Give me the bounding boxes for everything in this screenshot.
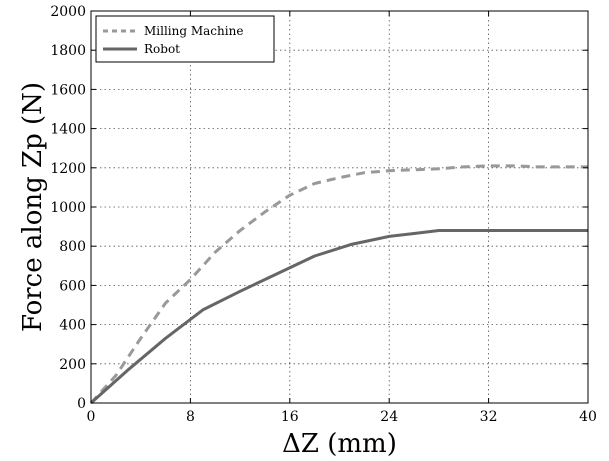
x-tick-label: 24 (380, 409, 398, 425)
legend-label-milling-machine: Milling Machine (144, 24, 243, 38)
series-line-robot (90, 229, 588, 405)
tick-labels: 0 8 16 24 32 40020040060080010001200140016001… (50, 4, 597, 425)
y-axis-label: Force along Zp (N) (18, 82, 48, 332)
x-tick-label: 0 (87, 409, 96, 425)
series-layer (89, 164, 588, 405)
x-axis-label: ΔZ (mm) (282, 429, 397, 459)
y-tick-label: 0 (77, 396, 86, 412)
x-tick-label: 8 (186, 409, 195, 425)
y-tick-label: 1000 (50, 200, 86, 216)
legend-box (95, 15, 275, 63)
x-tick-label: 32 (480, 409, 498, 425)
y-tick-label: 600 (59, 278, 86, 294)
series-line-milling-machine (89, 164, 588, 405)
y-tick-label: 1800 (50, 43, 86, 59)
grid-lines (91, 11, 588, 403)
y-tick-label: 200 (59, 357, 86, 373)
y-tick-label: 800 (59, 239, 86, 255)
axis-ticks (90, 10, 589, 404)
y-tick-label: 1600 (50, 82, 86, 98)
y-tick-label: 1200 (50, 161, 86, 177)
y-tick-label: 1400 (50, 122, 86, 138)
legend-label-robot: Robot (144, 42, 180, 56)
x-tick-label: 40 (579, 409, 597, 425)
y-tick-label: 2000 (50, 4, 86, 20)
y-tick-label: 400 (59, 318, 86, 334)
legend: Milling Machine Robot (95, 15, 275, 63)
x-tick-label: 16 (281, 409, 299, 425)
